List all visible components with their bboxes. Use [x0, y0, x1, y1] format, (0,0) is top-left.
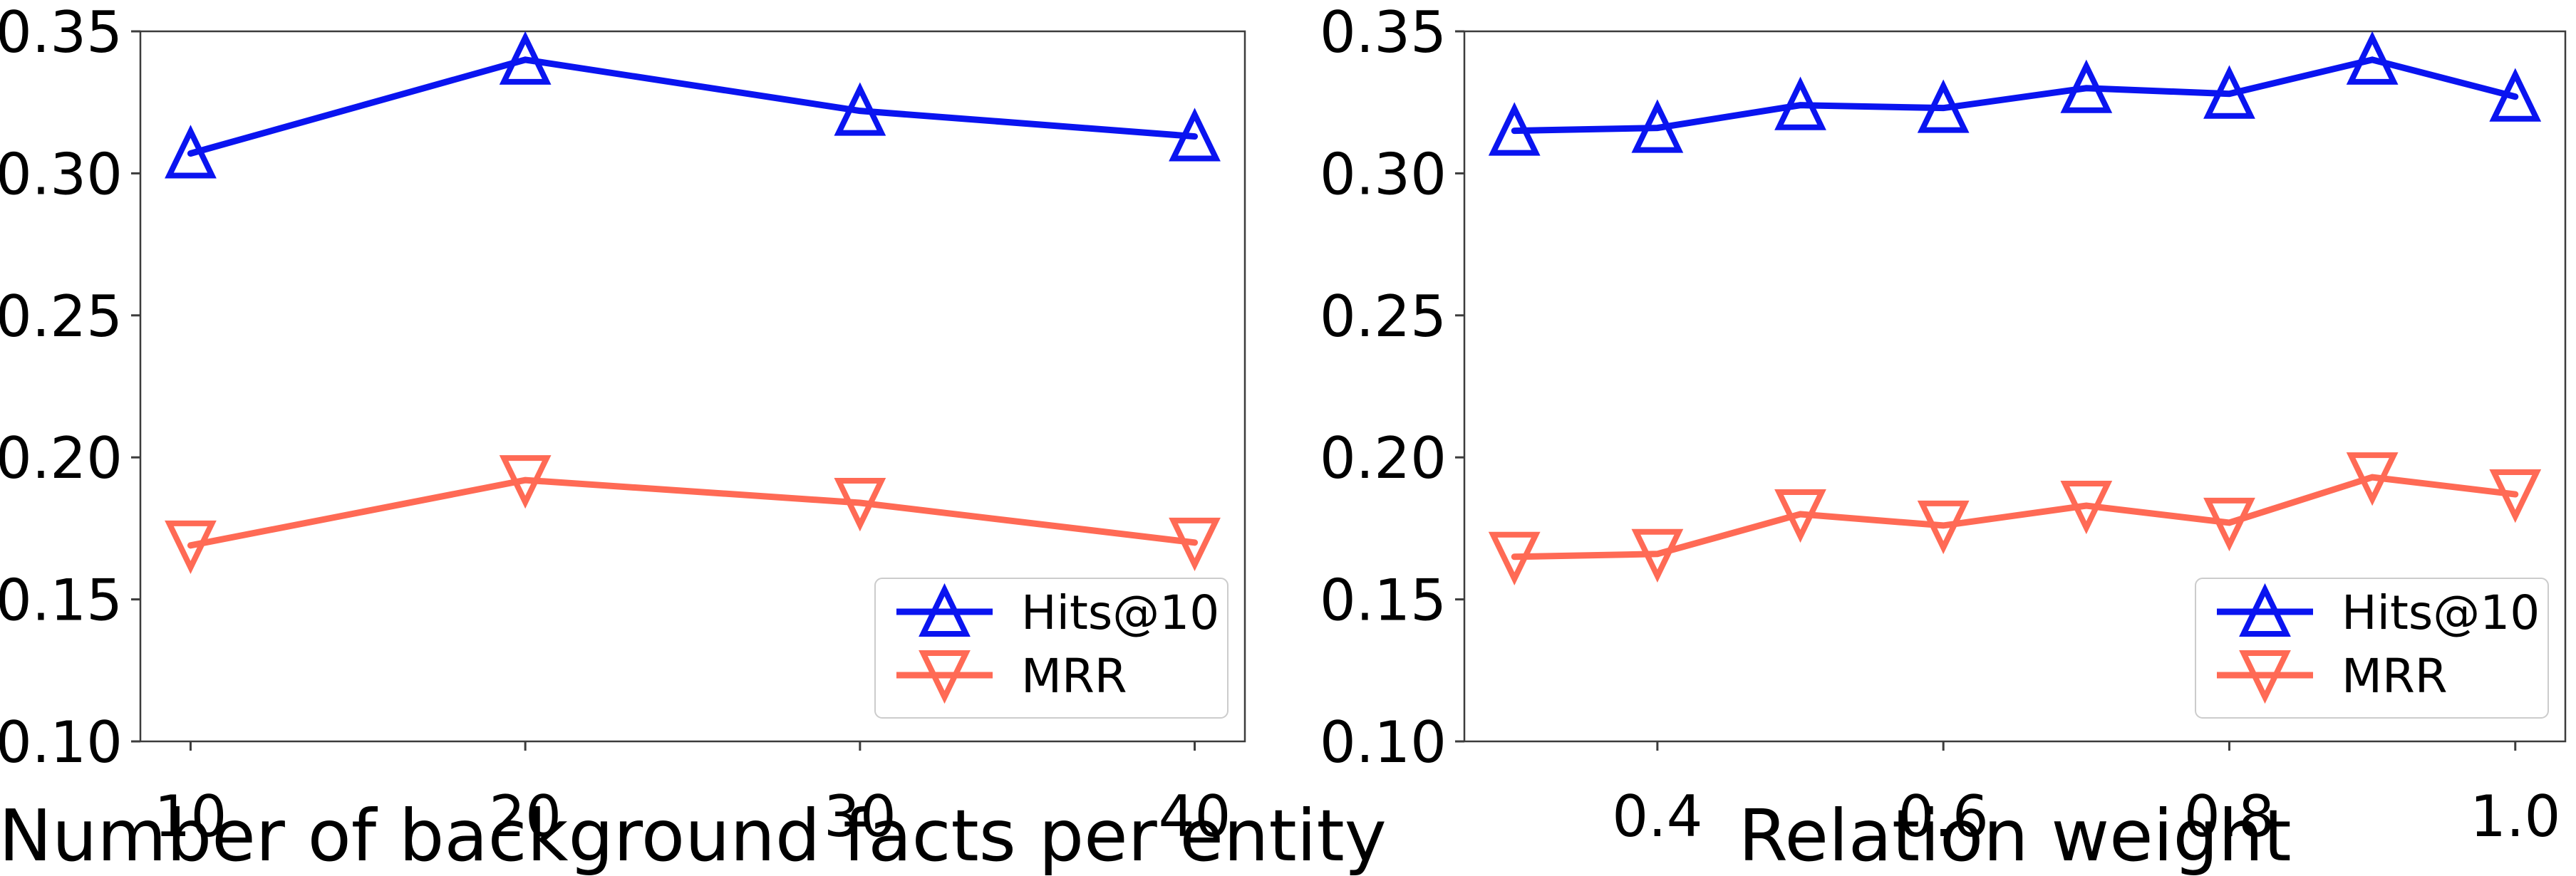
series-markers-hits10: [1488, 31, 2542, 156]
y-tick-label: 0.30: [1320, 141, 1447, 207]
series-markers-mrr: [165, 455, 1221, 575]
y-tick-label: 0.35: [1320, 0, 1447, 66]
legend-item-label: Hits@10: [1021, 585, 1219, 640]
y-tick-label: 0.25: [0, 283, 123, 350]
triangle-down-marker: [165, 520, 217, 575]
triangle-down-marker: [1169, 517, 1221, 572]
legend: Hits@10 MRR: [2195, 578, 2549, 719]
legend: Hits@10 MRR: [874, 578, 1228, 719]
triangle-up-marker: [834, 82, 886, 136]
axes-spines: [1463, 30, 2567, 743]
x-axis-label: Relation weight: [1738, 794, 2291, 876]
triangle-down-marker: [834, 478, 886, 532]
y-tick-label: 0.15: [1320, 568, 1447, 634]
triangle-up-marker: [2346, 31, 2399, 85]
series-line-mrr: [1511, 474, 2519, 560]
series-line-hits10: [187, 56, 1199, 157]
triangle-down-marker: [2203, 497, 2255, 552]
y-tick-label: 0.35: [0, 0, 123, 66]
triangle-down-marker: [1917, 500, 1970, 555]
triangle-down-icon: [2239, 650, 2291, 704]
legend-item-label: MRR: [1021, 649, 1127, 704]
triangle-up-marker: [1631, 99, 1684, 153]
x-tick-label: 20: [489, 783, 562, 850]
triangle-down-marker: [1774, 489, 1826, 543]
triangle-down-marker: [499, 455, 552, 509]
triangle-up-marker: [499, 31, 552, 85]
y-tick-label: 0.30: [0, 141, 123, 207]
series-line-mrr: [187, 476, 1199, 549]
triangle-down-marker: [1631, 528, 1684, 583]
x-axis-label: Number of background facts per entity: [0, 794, 1387, 876]
triangle-up-icon: [919, 583, 971, 637]
triangle-up-marker: [165, 125, 217, 179]
triangle-up-icon: [2239, 583, 2291, 637]
triangle-up-marker: [1169, 108, 1221, 162]
triangle-down-marker: [1488, 531, 1541, 585]
y-tick-label: 0.15: [0, 568, 123, 634]
triangle-up-marker: [2060, 59, 2113, 113]
triangle-up-marker: [1917, 79, 1970, 133]
triangle-down-marker: [2489, 469, 2542, 523]
x-tick-label: 10: [155, 783, 227, 850]
triangle-up-marker: [1488, 102, 1541, 156]
triangle-up-marker: [1774, 76, 1826, 130]
triangle-down-marker: [2060, 480, 2113, 535]
triangle-up-marker: [2203, 65, 2255, 119]
y-tick-label: 0.20: [1320, 425, 1447, 491]
x-tick-label: 0.8: [2184, 783, 2275, 850]
axes-spines: [139, 30, 1246, 743]
triangle-down-icon: [919, 650, 971, 704]
subplot-1: 0.10 0.15 0.20 0.25 0.30 0.35 0.4 0.6 0.8 1.0 Rela…: [1320, 0, 2567, 876]
x-tick-label: 1.0: [2470, 783, 2560, 850]
series-markers-mrr: [1488, 452, 2542, 585]
x-tick-label: 0.6: [1898, 783, 1989, 850]
y-tick-label: 0.25: [1320, 283, 1447, 350]
legend-item-label: Hits@10: [2342, 585, 2540, 640]
triangle-up-marker: [2489, 68, 2542, 122]
x-tick-label: 0.4: [1612, 783, 1702, 850]
series-line-hits10: [1511, 56, 2519, 135]
series-markers-hits10: [165, 31, 1221, 179]
y-tick-label: 0.10: [0, 709, 123, 776]
triangle-down-marker: [2346, 452, 2399, 506]
x-tick-label: 40: [1159, 783, 1231, 850]
x-tick-label: 30: [824, 783, 896, 850]
y-tick-label: 0.20: [0, 425, 123, 491]
legend-item-label: MRR: [2342, 649, 2448, 704]
y-tick-label: 0.10: [1320, 709, 1447, 776]
